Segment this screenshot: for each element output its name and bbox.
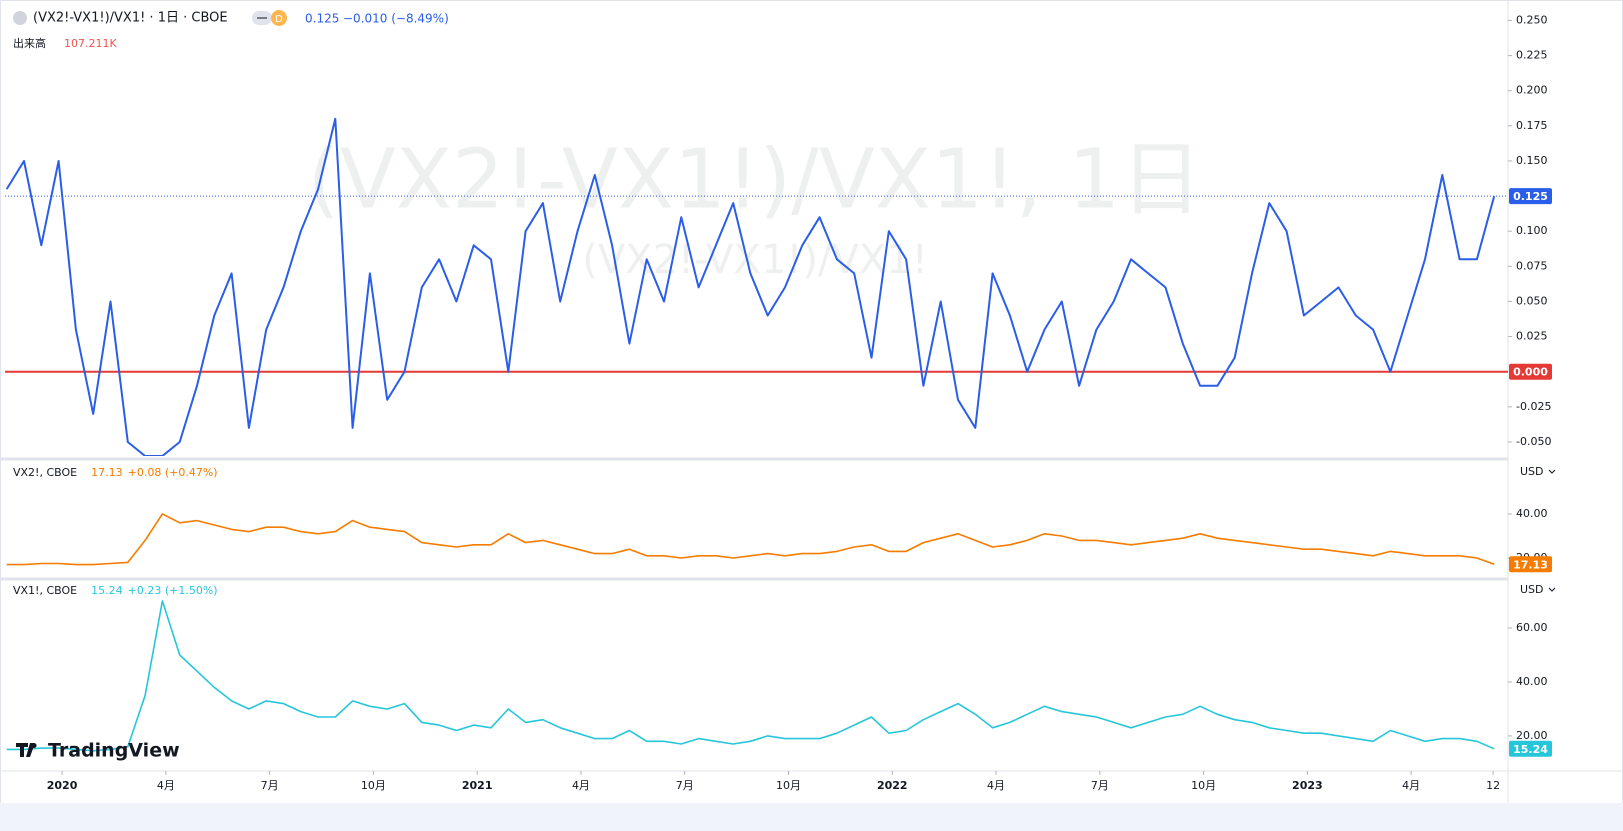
x-tick-label: 10月	[776, 779, 801, 792]
legend-title: VX2!, CBOE	[13, 466, 77, 479]
badge-letter: D	[275, 14, 283, 25]
x-tick-label: 4月	[572, 779, 590, 792]
currency-label[interactable]: USD	[1520, 465, 1544, 478]
plots	[5, 117, 1508, 752]
zero-badge	[1509, 363, 1552, 380]
badge-circle	[271, 10, 287, 26]
y-tick-label: 0.150	[1516, 154, 1548, 167]
currency-chevron	[1548, 469, 1556, 474]
legend-change: +0.08 (+0.47%)	[128, 466, 218, 479]
symbol-icon	[13, 11, 27, 25]
zero-badge-label: 0.000	[1513, 366, 1548, 379]
y-tick-label: -0.050	[1516, 435, 1551, 448]
y-tick-label: 0.225	[1516, 49, 1548, 62]
x-tick-label: 2023	[1292, 779, 1323, 792]
x-tick-label: 2020	[47, 779, 78, 792]
y-tick-label: -0.025	[1516, 400, 1551, 413]
y-tick-label: 40.00	[1516, 507, 1548, 520]
y-tick-label: 0.175	[1516, 119, 1548, 132]
x-tick-label: 4月	[157, 779, 175, 792]
y-tick-label: 60.00	[1516, 621, 1548, 634]
x-tick-label: 10月	[1191, 779, 1216, 792]
pane	[6, 513, 1495, 566]
series-line	[5, 117, 1496, 456]
last-badge-label: 0.125	[1513, 190, 1548, 203]
currency-label[interactable]: USD	[1520, 583, 1544, 596]
series-line	[6, 600, 1495, 752]
legend-title: VX1!, CBOE	[13, 584, 77, 597]
last-badge-label: 15.24	[1513, 743, 1548, 756]
watermark: (VX2!-VX1!)/VX1!, 1日	[308, 132, 1203, 227]
last-badge-label: 17.13	[1513, 558, 1548, 571]
pane	[6, 600, 1495, 752]
x-tick-label: 4月	[987, 779, 1005, 792]
logo-icon	[16, 743, 37, 757]
x-tick-label: 2022	[877, 779, 908, 792]
watermark-sub: (VX2!-VX1!)/VX1!	[582, 237, 928, 283]
legend-change: +0.23 (+1.50%)	[128, 584, 218, 597]
last-badge	[1509, 188, 1552, 205]
y-tick-label: 0.050	[1516, 294, 1548, 307]
y-tick-label: 0.200	[1516, 84, 1548, 97]
pane-legend: VX2!, CBOE 17.13 +0.08 (+0.47%)	[13, 466, 218, 479]
y-tick-label: 0.100	[1516, 224, 1548, 237]
legend-last: 17.13	[91, 466, 123, 479]
volume-label: 出来高	[13, 36, 46, 50]
symbol-title: (VX2!-VX1!)/VX1! · 1日 · CBOE	[33, 11, 228, 26]
x-tick-label: 7月	[261, 779, 279, 792]
x-tick-label: 12	[1486, 779, 1500, 792]
x-tick-label: 2021	[462, 779, 493, 792]
y-tick-label: 0.025	[1516, 330, 1548, 343]
header-change: −0.010 (−8.49%)	[343, 12, 449, 26]
pane	[5, 117, 1508, 456]
legend-last: 15.24	[91, 584, 123, 597]
x-tick-label: 10月	[361, 779, 386, 792]
x-tick-label: 4月	[1402, 779, 1420, 792]
header-last: 0.125	[305, 12, 339, 26]
y-tick-label: 0.250	[1516, 13, 1548, 26]
last-badge	[1509, 556, 1552, 573]
x-tick-label: 7月	[1091, 779, 1109, 792]
y-tick-label: 20.00	[1516, 729, 1548, 742]
y-tick-label: 0.075	[1516, 259, 1548, 272]
x-tick-label: 7月	[676, 779, 694, 792]
pane-legend: VX1!, CBOE 15.24 +0.23 (+1.50%)	[13, 584, 218, 597]
y-tick-label: 40.00	[1516, 675, 1548, 688]
currency-chevron	[1548, 587, 1556, 592]
series-line	[6, 513, 1495, 566]
logo-text: TradingView	[48, 740, 180, 762]
footer-strip	[0, 803, 1623, 831]
last-badge	[1509, 740, 1552, 757]
volume-value: 107.211K	[64, 37, 117, 50]
